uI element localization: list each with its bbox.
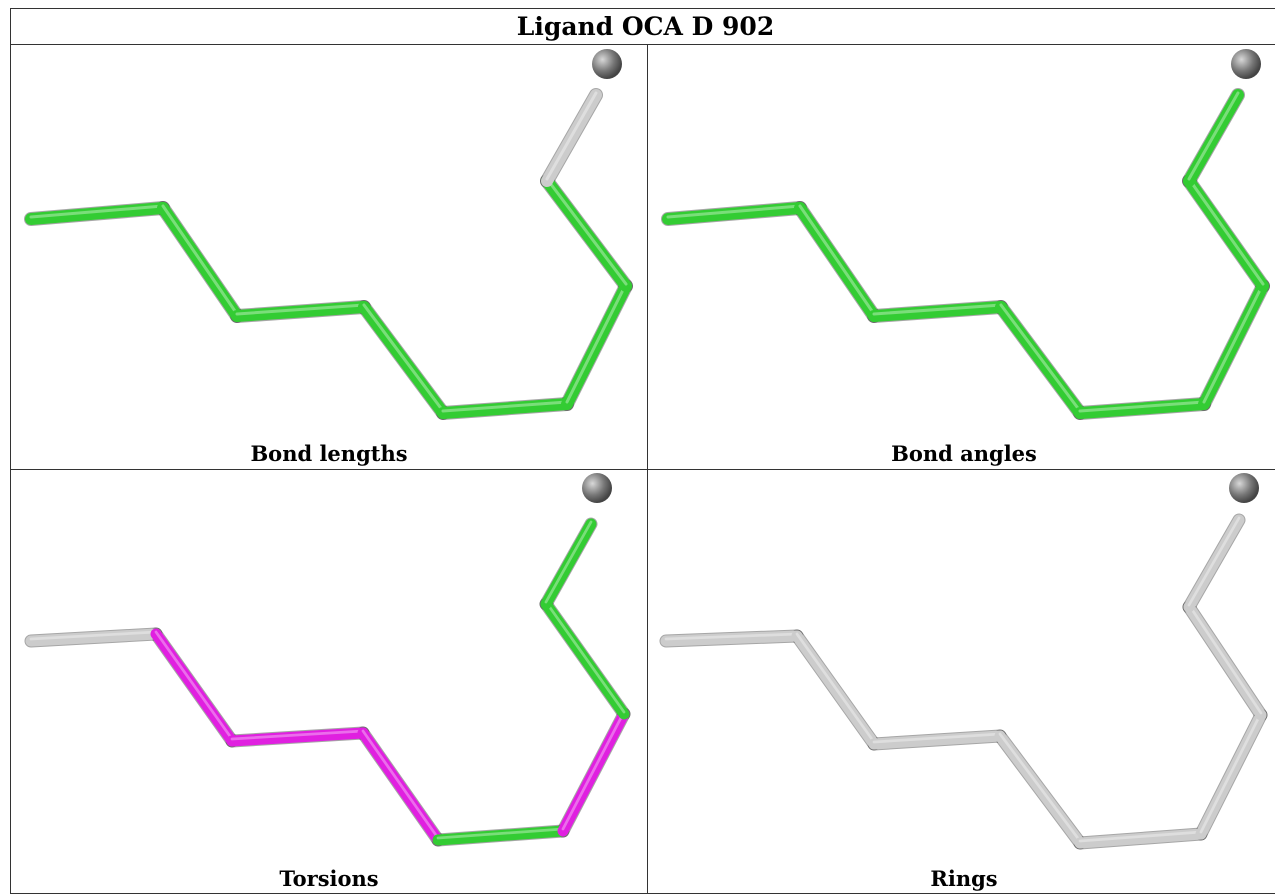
bond-highlight <box>565 282 628 404</box>
figure-title: Ligand OCA D 902 <box>10 8 1275 45</box>
bond-5 <box>1074 828 1207 849</box>
bond-highlight <box>545 91 598 181</box>
bond-highlight <box>1187 516 1241 607</box>
bond-highlight <box>1202 282 1265 404</box>
bond-7 <box>540 598 630 720</box>
bond-highlight <box>362 303 445 413</box>
panel-bond-angles: Bond angles <box>648 45 1275 469</box>
bond-4 <box>358 301 449 419</box>
bond-highlight <box>1078 830 1203 843</box>
bond-highlight <box>361 729 440 840</box>
bond-8 <box>541 89 602 187</box>
bond-7 <box>1183 175 1269 292</box>
bond-6 <box>1195 709 1267 840</box>
bond-highlight <box>441 400 569 413</box>
bond-highlight <box>666 204 802 219</box>
bond-2 <box>157 202 243 322</box>
bond-3 <box>868 301 1007 322</box>
bond-1 <box>25 628 162 647</box>
bond-highlight <box>998 732 1082 843</box>
bond-6 <box>1198 280 1269 410</box>
atom-sphere <box>582 473 612 503</box>
bond-6 <box>561 280 632 410</box>
bond-4 <box>357 727 444 846</box>
bond-3 <box>226 727 369 747</box>
bond-highlight <box>1187 177 1265 286</box>
bond-highlight <box>872 303 1003 316</box>
bond-2 <box>150 628 238 747</box>
bond-8 <box>1183 514 1245 613</box>
bond-highlight <box>161 204 239 316</box>
ligand-structure-bond-lengths <box>24 49 633 420</box>
bond-highlight <box>29 204 165 219</box>
bond-highlight <box>544 600 626 714</box>
bond-highlight <box>545 177 628 286</box>
bond-6 <box>557 708 630 837</box>
atom-sphere <box>592 49 622 79</box>
bond-highlight <box>999 303 1082 413</box>
bond-highlight <box>795 632 876 744</box>
panel-bond-lengths: Bond lengths <box>11 45 647 469</box>
caption-bond-lengths: Bond lengths <box>250 441 408 466</box>
bond-highlight <box>154 630 234 741</box>
caption-rings: Rings <box>930 866 998 891</box>
bond-5 <box>432 825 569 846</box>
bond-highlight <box>1187 91 1240 181</box>
bond-5 <box>1074 398 1210 419</box>
bond-3 <box>868 730 1006 750</box>
ligand-structure-torsions <box>24 473 631 847</box>
bond-4 <box>995 301 1086 419</box>
panel-rings: Rings <box>648 470 1275 894</box>
bond-1 <box>660 630 803 647</box>
bond-7 <box>1183 601 1267 721</box>
bond-5 <box>437 398 573 419</box>
ligand-structure-bond-angles <box>661 49 1270 420</box>
atom-sphere <box>1229 473 1259 503</box>
bond-highlight <box>561 710 626 831</box>
bond-highlight <box>230 729 365 741</box>
bond-1 <box>25 202 169 225</box>
bond-highlight <box>1187 603 1263 715</box>
bond-1 <box>662 202 806 225</box>
panel-torsions: Torsions <box>11 470 647 894</box>
atom-sphere <box>1231 49 1261 79</box>
bond-highlight <box>872 732 1002 744</box>
bond-highlight <box>544 520 593 604</box>
bond-8 <box>540 518 597 610</box>
bond-highlight <box>1199 711 1263 834</box>
row-divider <box>10 469 1275 470</box>
bond-highlight <box>1078 400 1206 413</box>
bond-highlight <box>798 204 876 316</box>
ligand-structure-rings <box>659 473 1268 850</box>
bond-8 <box>1183 89 1244 187</box>
caption-torsions: Torsions <box>279 866 379 891</box>
bond-2 <box>794 202 880 322</box>
bond-highlight <box>235 303 366 316</box>
caption-bond-angles: Bond angles <box>891 441 1037 466</box>
bond-highlight <box>436 827 565 840</box>
bond-7 <box>541 175 632 292</box>
bond-2 <box>791 630 880 750</box>
bond-3 <box>231 301 370 322</box>
bond-highlight <box>29 630 158 641</box>
bond-4 <box>994 730 1086 849</box>
bond-highlight <box>664 632 799 641</box>
